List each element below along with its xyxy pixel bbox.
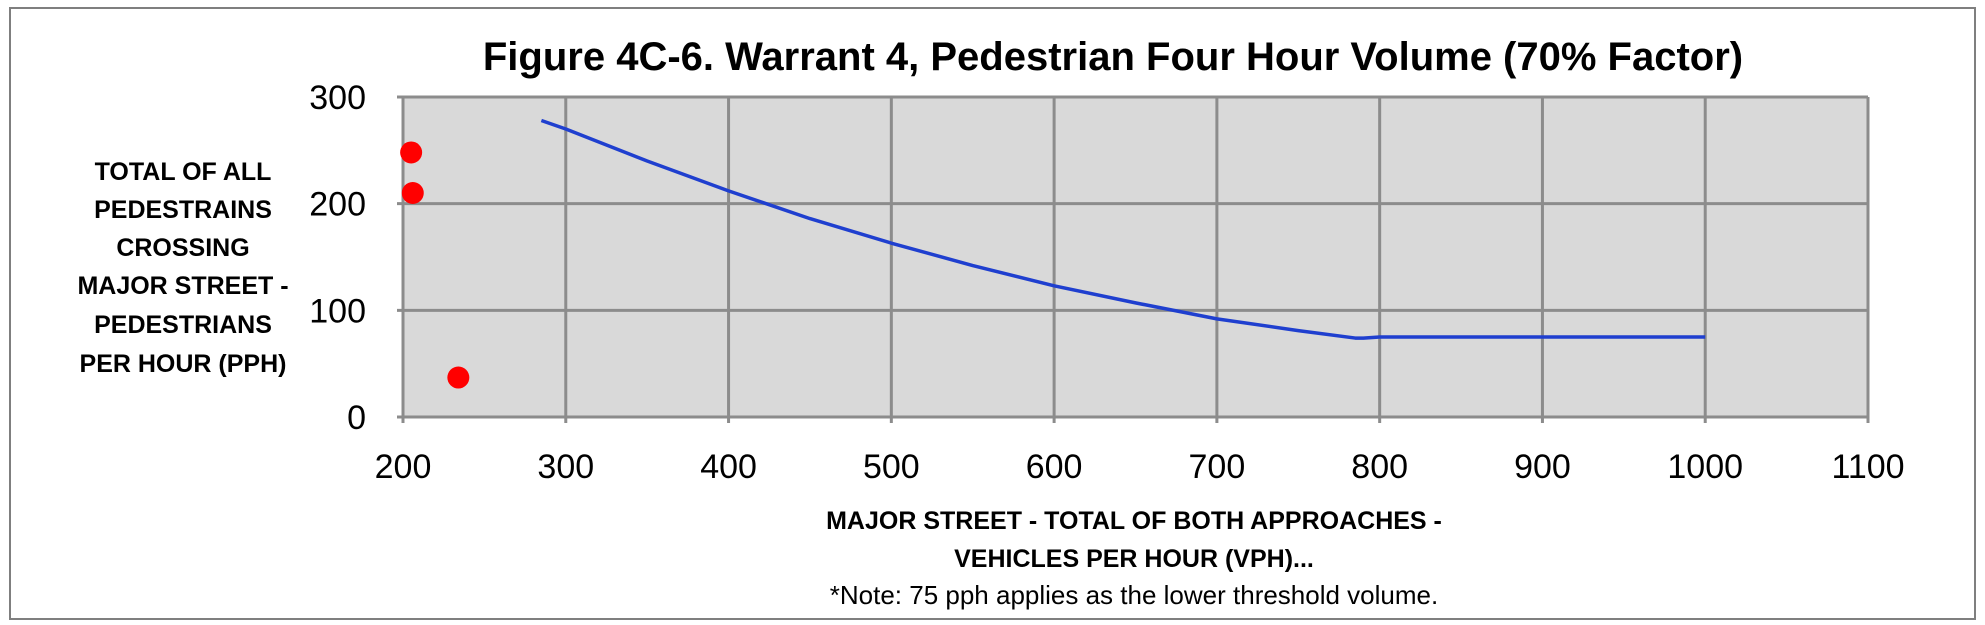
x-axis-label-line: MAJOR STREET - TOTAL OF BOTH APPROACHES … <box>826 507 1442 535</box>
data-point <box>447 366 470 389</box>
axis-ticks: 200 300 400 500 600 700 800 900 1000 1100 0 100 200 3… <box>309 79 1904 486</box>
series-layer <box>400 118 1706 389</box>
x-tick-label: 1100 <box>1831 448 1904 486</box>
y-axis-label-line: PEDESTRIANS <box>94 311 272 339</box>
y-axis-label-line: MAJOR STREET - <box>77 272 288 300</box>
x-tick-label: 400 <box>700 448 757 486</box>
y-axis-label-line: CROSSING <box>116 234 249 262</box>
y-tick-label: 300 <box>309 79 366 117</box>
x-tick-label: 900 <box>1514 448 1571 486</box>
y-axis-label-line: TOTAL OF ALL <box>95 158 272 186</box>
chart-note: *Note: 75 pph applies as the lower thres… <box>830 580 1438 610</box>
x-tick-label: 600 <box>1026 448 1083 486</box>
warrant-curve-line <box>540 118 1706 340</box>
chart-title: Figure 4C-6. Warrant 4, Pedestrian Four … <box>483 35 1743 79</box>
x-tick-label: 200 <box>375 448 432 486</box>
y-axis-label-line: PEDESTRAINS <box>94 196 272 224</box>
x-axis-label-line: VEHICLES PER HOUR (VPH)... <box>954 545 1314 573</box>
x-tick-label: 1000 <box>1667 448 1743 486</box>
grid-lines <box>397 95 1870 423</box>
y-tick-label: 200 <box>309 186 366 224</box>
y-axis-label-line: PER HOUR (PPH) <box>80 350 287 378</box>
y-axis-label: TOTAL OF ALL PEDESTRAINS CROSSING MAJOR … <box>77 158 288 378</box>
plot-area <box>403 97 1868 417</box>
data-point <box>401 182 424 204</box>
x-tick-label: 700 <box>1189 448 1246 486</box>
y-tick-label: 0 <box>347 399 366 437</box>
x-tick-label: 300 <box>537 448 594 486</box>
y-tick-label: 100 <box>309 292 366 330</box>
x-axis-label: MAJOR STREET - TOTAL OF BOTH APPROACHES … <box>826 507 1442 573</box>
x-tick-label: 500 <box>863 448 920 486</box>
x-tick-label: 800 <box>1351 448 1408 486</box>
data-point <box>400 141 423 164</box>
